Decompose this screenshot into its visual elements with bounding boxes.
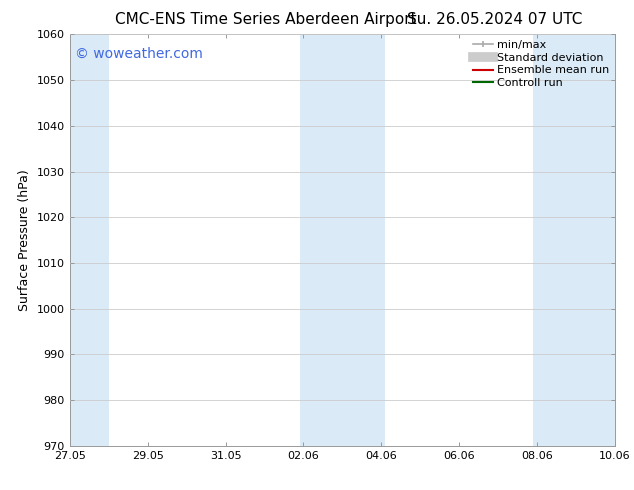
- Text: CMC-ENS Time Series Aberdeen Airport: CMC-ENS Time Series Aberdeen Airport: [115, 12, 417, 27]
- Bar: [66, 34, 108, 446]
- Bar: [533, 34, 619, 446]
- Bar: [299, 34, 385, 446]
- Text: Su. 26.05.2024 07 UTC: Su. 26.05.2024 07 UTC: [407, 12, 582, 27]
- Y-axis label: Surface Pressure (hPa): Surface Pressure (hPa): [18, 169, 31, 311]
- Text: © woweather.com: © woweather.com: [75, 47, 203, 61]
- Legend: min/max, Standard deviation, Ensemble mean run, Controll run: min/max, Standard deviation, Ensemble me…: [470, 38, 612, 91]
